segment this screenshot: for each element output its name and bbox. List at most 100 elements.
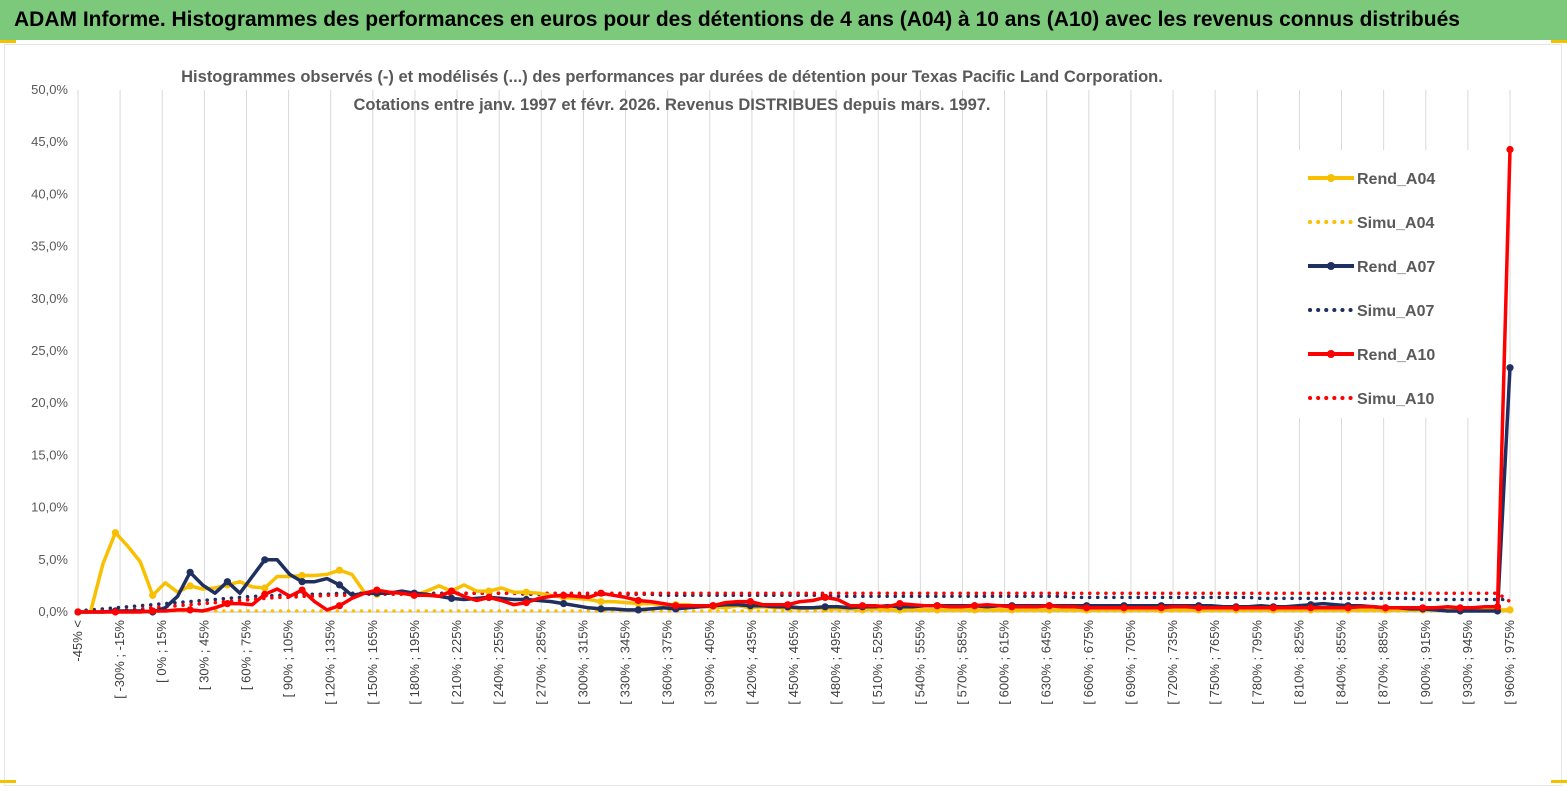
data-point (1008, 603, 1016, 611)
y-tick-label: 0,0% (38, 604, 68, 619)
frame-corner-mark (1551, 40, 1567, 43)
y-tick-label: 30,0% (31, 291, 68, 306)
x-tick-label: [ 90% ; 105% (281, 620, 296, 698)
x-tick-label: [ 540% ; 555% (912, 620, 927, 705)
data-point (186, 606, 194, 614)
data-point (597, 598, 605, 606)
data-point (858, 602, 867, 610)
legend-item-Rend_A04: Rend_A04 (1308, 171, 1435, 188)
data-point (1045, 602, 1053, 610)
data-point (522, 588, 530, 596)
y-tick-label: 50,0% (31, 82, 68, 97)
data-point (1381, 604, 1390, 612)
data-point (1344, 604, 1352, 612)
data-point (821, 593, 829, 602)
legend-label: Simu_A10 (1357, 391, 1434, 408)
legend: Rend_A04 Simu_A04 Rend_A07 Simu_A07 Rend_A10… (1308, 171, 1435, 408)
x-tick-label: [ 630% ; 645% (1039, 620, 1054, 705)
legend-marker (1327, 350, 1335, 358)
x-tick-label: [ 300% ; 315% (575, 620, 590, 705)
data-point (261, 556, 269, 564)
x-tick-label: [ 840% ; 855% (1334, 620, 1349, 705)
x-tick-label: [ 150% ; 165% (365, 620, 380, 705)
data-point (298, 586, 306, 594)
legend-marker (1327, 262, 1335, 270)
y-tick-label: 10,0% (31, 500, 68, 515)
data-point (149, 591, 157, 599)
series-Rend_A10 (74, 145, 1514, 616)
data-point (1232, 604, 1240, 612)
x-tick-label: [ 960% ; 975% (1502, 620, 1517, 705)
x-tick-label: [ 270% ; 285% (533, 620, 548, 705)
data-point (1083, 604, 1091, 612)
data-point (597, 589, 605, 597)
x-tick-label: [ 750% ; 765% (1207, 620, 1222, 705)
y-tick-label: 35,0% (31, 239, 68, 254)
legend-marker (1327, 174, 1335, 182)
data-point (223, 578, 231, 586)
legend-background (1290, 150, 1470, 418)
x-tick-label: [ 420% ; 435% (744, 620, 759, 705)
x-tick-label: [ 390% ; 405% (702, 620, 717, 705)
data-point (1120, 604, 1128, 612)
legend-label: Simu_A04 (1357, 215, 1434, 232)
legend-item-Simu_A10: Simu_A10 (1308, 391, 1434, 408)
frame-corner-mark (1551, 780, 1567, 783)
x-tick-label: [ 810% ; 825% (1291, 620, 1306, 705)
data-point (1419, 604, 1427, 612)
y-tick-label: 25,0% (31, 343, 68, 358)
data-point (971, 602, 979, 610)
chart-title-line-2: Cotations entre janv. 1997 et févr. 2026… (353, 96, 990, 114)
report-banner: ADAM Informe. Histogrammes des performan… (0, 0, 1567, 40)
x-tick-label: [ 780% ; 795% (1249, 620, 1264, 705)
data-point (1506, 606, 1514, 614)
x-tick-label: [ 60% ; 75% (238, 620, 253, 691)
data-point (560, 600, 568, 608)
x-tick-label: -45% < (70, 620, 85, 662)
data-point (223, 600, 231, 608)
data-point (485, 587, 493, 595)
data-point (410, 591, 418, 599)
x-tick-label: [ -30% ; -15% (112, 620, 127, 699)
data-point (373, 586, 381, 594)
data-point (672, 602, 680, 610)
legend-label: Rend_A04 (1357, 171, 1435, 188)
x-tick-label: [ 450% ; 465% (786, 620, 801, 705)
x-tick-label: [ 900% ; 915% (1418, 620, 1433, 705)
x-tick-label: [ 0% ; 15% (154, 620, 169, 683)
legend-item-Rend_A07: Rend_A07 (1308, 259, 1435, 276)
data-point (335, 602, 344, 610)
x-tick-label: [ 870% ; 885% (1376, 620, 1391, 705)
data-point (821, 603, 829, 611)
data-point (1506, 364, 1514, 372)
x-tick-label: [ 480% ; 495% (828, 620, 843, 705)
y-tick-label: 40,0% (31, 186, 68, 201)
data-point (1157, 604, 1165, 612)
legend-label: Simu_A07 (1357, 303, 1434, 320)
data-point (709, 602, 717, 610)
x-tick-label: [ 210% ; 225% (449, 620, 464, 705)
data-point (597, 605, 605, 613)
x-tick-label: [ 330% ; 345% (618, 620, 633, 705)
data-point (485, 593, 493, 602)
x-tick-label: [ 510% ; 525% (870, 620, 885, 705)
grid-lines (77, 90, 1511, 613)
data-point (186, 568, 194, 576)
data-point (261, 584, 269, 592)
data-point (560, 591, 568, 599)
data-point (298, 571, 306, 580)
data-point (74, 608, 82, 616)
x-tick-label: [ 570% ; 585% (954, 620, 969, 705)
x-tick-label: [ 120% ; 135% (323, 620, 338, 705)
x-tick-label: [ 690% ; 705% (1123, 620, 1138, 705)
data-point (933, 602, 941, 610)
data-point (448, 587, 456, 595)
data-point (335, 581, 344, 589)
data-point (448, 594, 456, 603)
x-tick-label: [ 600% ; 615% (997, 620, 1012, 705)
data-point (1195, 604, 1203, 612)
data-point (1456, 604, 1464, 612)
data-point (634, 606, 642, 614)
y-tick-label: 45,0% (31, 134, 68, 149)
